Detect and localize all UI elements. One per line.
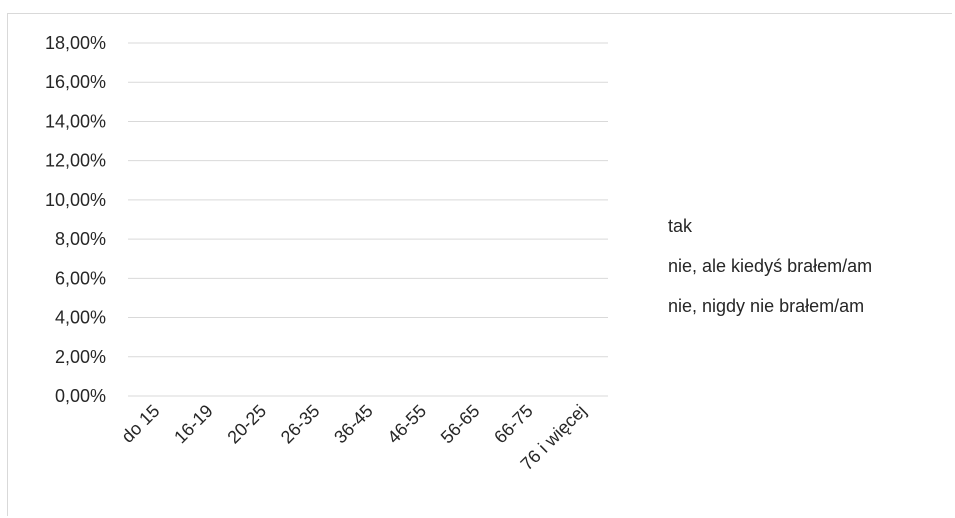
legend-item-nie-ale-kiedys: nie, ale kiedyś brałem/am — [668, 256, 873, 276]
y-tick-label: 4,00% — [55, 308, 106, 328]
x-tick-label: 56-65 — [437, 401, 484, 448]
x-tick-label: 16-19 — [170, 401, 217, 448]
y-tick-label: 18,00% — [45, 33, 106, 53]
y-tick-label: 14,00% — [45, 111, 106, 131]
x-tick-label: 26-35 — [277, 401, 324, 448]
y-tick-label: 6,00% — [55, 268, 106, 288]
x-tick-label: 36-45 — [330, 401, 377, 448]
y-tick-label: 16,00% — [45, 72, 106, 92]
y-tick-label: 2,00% — [55, 347, 106, 367]
x-tick-label: 20-25 — [223, 401, 270, 448]
y-tick-label: 12,00% — [45, 151, 106, 171]
y-tick-label: 0,00% — [55, 386, 106, 406]
chart-legend: tak nie, ale kiedyś brałem/am nie, nigdy… — [668, 216, 872, 336]
chart-area — [7, 13, 952, 516]
legend-item-tak: tak — [668, 216, 693, 236]
x-tick-label: do 15 — [118, 401, 164, 447]
y-tick-label: 10,00% — [45, 190, 106, 210]
y-tick-label: 8,00% — [55, 229, 106, 249]
x-tick-label: 46-55 — [383, 401, 430, 448]
x-tick-label: 66-75 — [490, 401, 537, 448]
legend-item-nie-nigdy: nie, nigdy nie brałem/am — [668, 296, 865, 316]
